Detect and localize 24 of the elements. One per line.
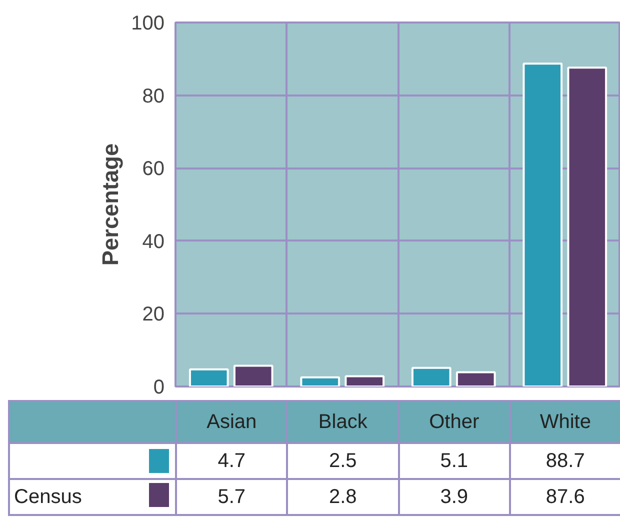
bar	[300, 376, 340, 386]
text: Census	[9, 479, 176, 515]
y-tick-label: 80	[142, 85, 165, 108]
bar	[456, 371, 496, 386]
data-label: 88.7	[510, 443, 620, 479]
bar	[567, 66, 608, 386]
data-label: 5.1	[398, 443, 510, 479]
bar	[344, 375, 385, 386]
data-label: 3.9	[398, 479, 510, 515]
bar	[522, 62, 563, 386]
data-label: 2.8	[287, 479, 398, 515]
y-tick-label: 0	[153, 376, 164, 398]
bar	[411, 366, 452, 386]
y-tick-label: 20	[142, 304, 165, 326]
y-axis-title: Percentage	[97, 143, 124, 266]
y-tick-label: 60	[142, 158, 165, 180]
y-tick-label: 100	[131, 12, 165, 34]
y-tick-label: 40	[142, 230, 165, 253]
data-label: 2.5	[287, 443, 398, 479]
bar	[233, 364, 274, 386]
data-label: 5.7	[176, 479, 288, 515]
bar	[188, 368, 229, 386]
data-label: 87.6	[510, 479, 620, 515]
data-label: 4.7	[176, 443, 288, 479]
